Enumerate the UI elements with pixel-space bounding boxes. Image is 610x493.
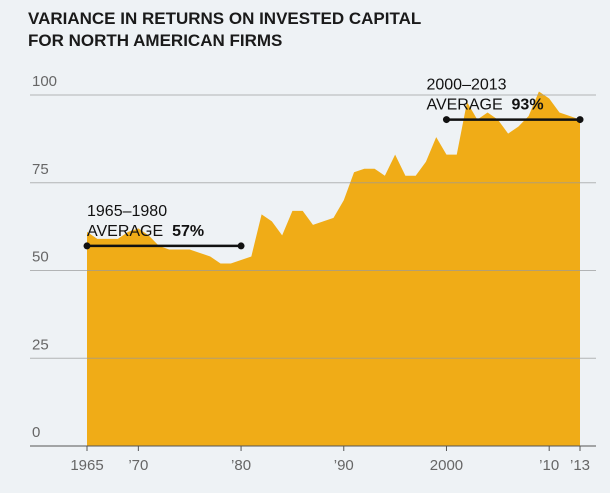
annotation-text: AVERAGE 57% [87, 223, 204, 240]
average-end [237, 242, 245, 250]
annotation-label: AVERAGE [87, 223, 163, 240]
annotation-value: 57% [172, 223, 204, 240]
x-tick-label: ’13 [570, 457, 590, 474]
y-tick-label: 100 [32, 73, 57, 90]
area [87, 91, 580, 447]
average-end [83, 242, 91, 250]
x-tick-label: 2000 [430, 457, 463, 474]
x-tick-label: ’90 [334, 457, 354, 474]
x-tick-label: ’70 [128, 457, 148, 474]
x-tick-label: 1965 [70, 457, 103, 474]
y-tick-label: 25 [32, 336, 49, 353]
average-end [442, 116, 450, 124]
annotation-period: 1965–1980 [87, 203, 167, 220]
annotation-label: AVERAGE [426, 97, 502, 114]
y-tick-label: 75 [32, 161, 49, 178]
average-end [576, 116, 584, 124]
x-tick-label: ’10 [539, 457, 559, 474]
annotation-period: 2000–2013 [426, 77, 506, 94]
chart-title: VARIANCE IN RETURNS ON INVESTED CAPITAL … [28, 9, 421, 50]
x-tick-label: ’80 [231, 457, 251, 474]
annotation-text: AVERAGE 93% [426, 97, 543, 114]
annotation-value: 93% [512, 97, 544, 114]
y-tick-label: 0 [32, 424, 40, 441]
y-tick-label: 50 [32, 249, 49, 266]
